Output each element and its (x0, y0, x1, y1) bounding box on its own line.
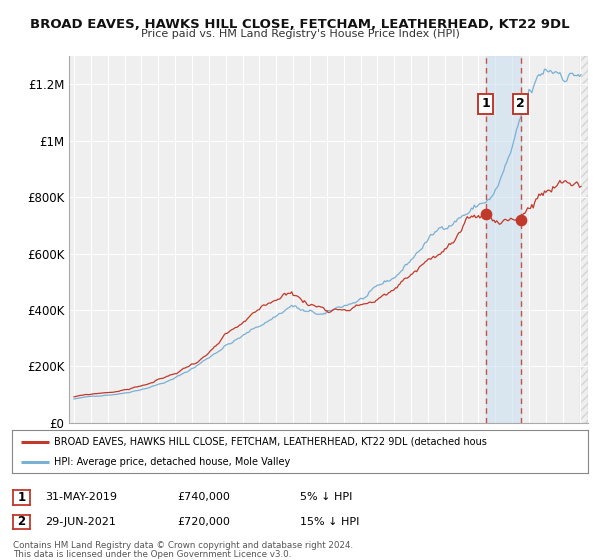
Text: 5% ↓ HPI: 5% ↓ HPI (300, 492, 352, 502)
Text: 29-JUN-2021: 29-JUN-2021 (45, 517, 116, 527)
Text: This data is licensed under the Open Government Licence v3.0.: This data is licensed under the Open Gov… (13, 550, 292, 559)
Text: £740,000: £740,000 (177, 492, 230, 502)
Text: 2: 2 (516, 97, 525, 110)
Text: Contains HM Land Registry data © Crown copyright and database right 2024.: Contains HM Land Registry data © Crown c… (13, 542, 353, 550)
Text: BROAD EAVES, HAWKS HILL CLOSE, FETCHAM, LEATHERHEAD, KT22 9DL: BROAD EAVES, HAWKS HILL CLOSE, FETCHAM, … (30, 18, 570, 31)
Text: 2: 2 (17, 515, 26, 529)
Bar (485, 56, 521, 423)
Text: HPI: Average price, detached house, Mole Valley: HPI: Average price, detached house, Mole… (54, 458, 290, 467)
Text: Price paid vs. HM Land Registry's House Price Index (HPI): Price paid vs. HM Land Registry's House … (140, 29, 460, 39)
Text: 31-MAY-2019: 31-MAY-2019 (45, 492, 117, 502)
Text: £720,000: £720,000 (177, 517, 230, 527)
Text: 1: 1 (17, 491, 26, 504)
Point (516, 215, 526, 224)
Text: 1: 1 (481, 97, 490, 110)
Text: 15% ↓ HPI: 15% ↓ HPI (300, 517, 359, 527)
Point (481, 209, 490, 218)
Text: BROAD EAVES, HAWKS HILL CLOSE, FETCHAM, LEATHERHEAD, KT22 9DL (detached hous: BROAD EAVES, HAWKS HILL CLOSE, FETCHAM, … (54, 437, 487, 447)
